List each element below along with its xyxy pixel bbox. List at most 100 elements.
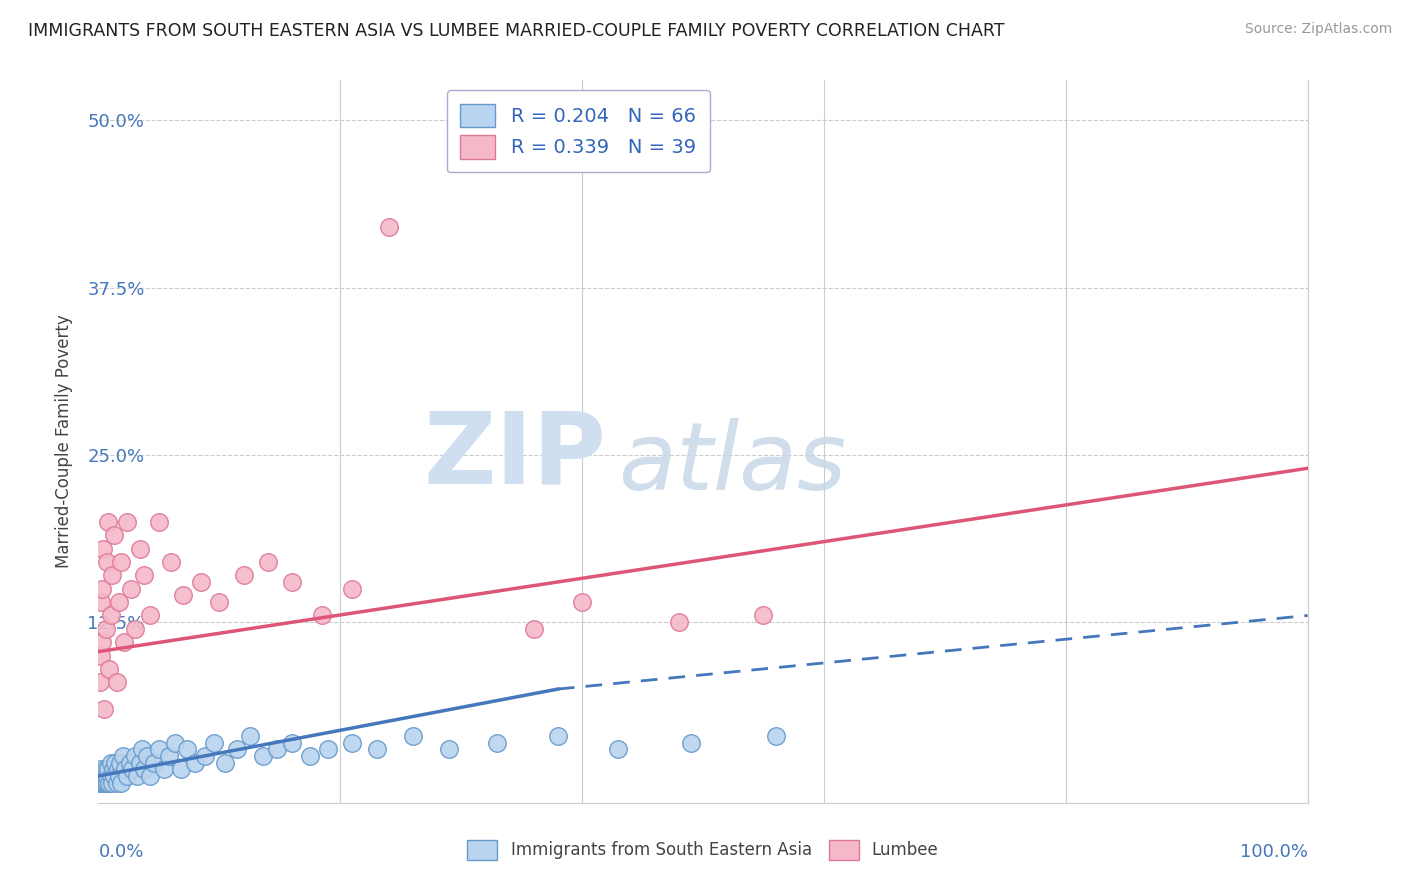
- Point: [486, 735, 509, 749]
- Point: [121, 762, 143, 776]
- Point: [143, 756, 166, 770]
- Point: [108, 769, 131, 783]
- Point: [668, 615, 690, 630]
- Point: [101, 762, 124, 776]
- Point: [214, 756, 236, 770]
- Point: [96, 555, 118, 569]
- Point: [127, 769, 149, 783]
- Point: [111, 749, 134, 764]
- Point: [103, 769, 125, 783]
- Point: [91, 776, 114, 790]
- Point: [752, 608, 775, 623]
- Point: [91, 769, 114, 783]
- Point: [93, 769, 115, 783]
- Text: ZIP: ZIP: [423, 408, 606, 505]
- Point: [299, 749, 322, 764]
- Point: [124, 749, 146, 764]
- Point: [169, 762, 191, 776]
- Text: 100.0%: 100.0%: [1240, 843, 1308, 861]
- Point: [90, 776, 112, 790]
- Point: [90, 595, 112, 609]
- Point: [190, 575, 212, 590]
- Point: [105, 675, 128, 690]
- Point: [91, 635, 114, 649]
- Point: [100, 776, 122, 790]
- Point: [135, 749, 157, 764]
- Point: [316, 742, 339, 756]
- Point: [547, 729, 569, 743]
- Point: [94, 776, 117, 790]
- Y-axis label: Married-Couple Family Poverty: Married-Couple Family Poverty: [55, 315, 73, 568]
- Text: 0.0%: 0.0%: [98, 843, 143, 861]
- Point: [679, 735, 702, 749]
- Point: [176, 742, 198, 756]
- Text: IMMIGRANTS FROM SOUTH EASTERN ASIA VS LUMBEE MARRIED-COUPLE FAMILY POVERTY CORRE: IMMIGRANTS FROM SOUTH EASTERN ASIA VS LU…: [28, 22, 1005, 40]
- Point: [148, 742, 170, 756]
- Point: [93, 776, 115, 790]
- Point: [266, 742, 288, 756]
- Point: [110, 776, 132, 790]
- Point: [342, 735, 364, 749]
- Point: [281, 575, 304, 590]
- Point: [108, 595, 131, 609]
- Point: [97, 515, 120, 529]
- Point: [402, 729, 425, 743]
- Point: [256, 555, 278, 569]
- Point: [366, 742, 388, 756]
- Point: [100, 568, 122, 582]
- Point: [252, 749, 274, 764]
- Point: [112, 635, 135, 649]
- Point: [571, 595, 593, 609]
- Point: [226, 742, 249, 756]
- Point: [131, 742, 153, 756]
- Point: [139, 769, 162, 783]
- Point: [208, 595, 231, 609]
- Point: [128, 541, 150, 556]
- Point: [120, 582, 142, 596]
- Point: [134, 762, 156, 776]
- Point: [311, 608, 333, 623]
- Point: [97, 762, 120, 776]
- Point: [89, 675, 111, 690]
- Point: [89, 769, 111, 783]
- Point: [765, 729, 787, 743]
- Point: [91, 541, 114, 556]
- Point: [100, 608, 122, 623]
- Point: [342, 582, 364, 596]
- Point: [90, 762, 112, 776]
- Point: [163, 735, 186, 749]
- Text: Source: ZipAtlas.com: Source: ZipAtlas.com: [1244, 22, 1392, 37]
- Text: atlas: atlas: [619, 417, 846, 508]
- Point: [93, 702, 115, 716]
- Point: [160, 555, 183, 569]
- Point: [437, 742, 460, 756]
- Point: [91, 769, 114, 783]
- Point: [281, 735, 304, 749]
- Point: [98, 776, 121, 790]
- Point: [94, 762, 117, 776]
- Point: [118, 756, 141, 770]
- Point: [232, 568, 254, 582]
- Point: [204, 735, 226, 749]
- Legend: Immigrants from South Eastern Asia, Lumbee: Immigrants from South Eastern Asia, Lumb…: [461, 833, 945, 867]
- Point: [94, 622, 117, 636]
- Point: [96, 769, 118, 783]
- Point: [523, 622, 546, 636]
- Point: [152, 762, 174, 776]
- Point: [117, 515, 139, 529]
- Point: [91, 776, 114, 790]
- Point: [124, 622, 146, 636]
- Point: [100, 756, 122, 770]
- Point: [184, 756, 207, 770]
- Point: [104, 756, 127, 770]
- Point: [108, 756, 131, 770]
- Point: [89, 776, 111, 790]
- Point: [157, 749, 180, 764]
- Point: [134, 568, 156, 582]
- Point: [239, 729, 262, 743]
- Point: [377, 220, 399, 235]
- Point: [194, 749, 217, 764]
- Point: [128, 756, 150, 770]
- Point: [114, 762, 136, 776]
- Point: [96, 776, 118, 790]
